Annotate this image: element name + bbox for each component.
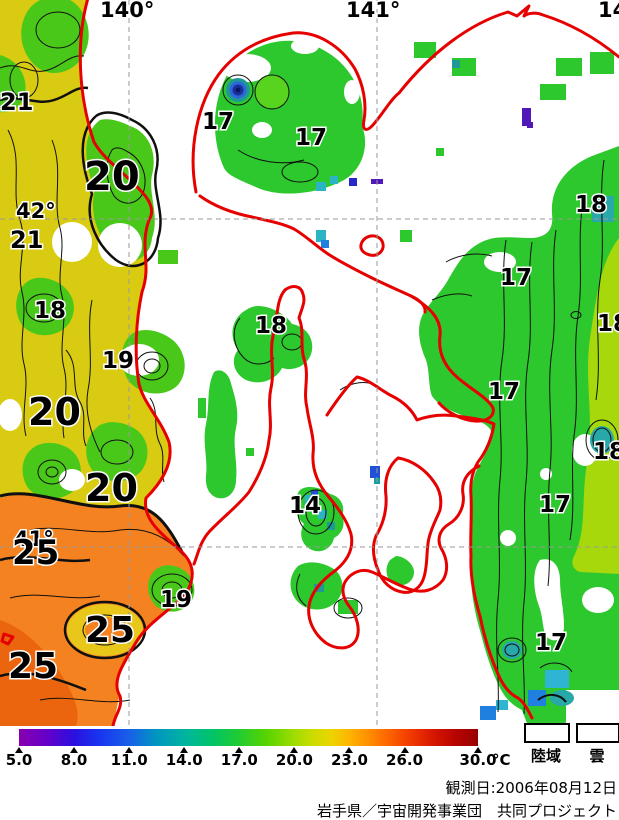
coast-hakodate-loop bbox=[359, 234, 385, 257]
colorbar-tick bbox=[180, 747, 189, 753]
temp-label: 17 bbox=[535, 630, 567, 656]
temperature-colorbar bbox=[19, 729, 478, 746]
temp-label: 20 bbox=[85, 466, 138, 510]
pacific-field bbox=[419, 146, 619, 726]
coast-tsugaru-west bbox=[192, 288, 287, 566]
temp-label: 18 bbox=[34, 298, 66, 324]
colorbar-tick bbox=[345, 747, 354, 753]
temp-label: 14 bbox=[289, 493, 321, 519]
contour-lines bbox=[0, 11, 619, 715]
colorbar-tick bbox=[474, 747, 482, 753]
temp-label: 18 bbox=[597, 311, 619, 337]
temp-label: 18 bbox=[575, 192, 607, 218]
temp-label: 17 bbox=[488, 379, 520, 405]
colorbar-tick-label: 5.0 bbox=[5, 751, 33, 769]
project-credit: 岩手県／宇宙開発事業団 共同プロジェクト bbox=[316, 802, 617, 820]
longitude-label: 140° bbox=[100, 0, 154, 22]
colorbar-tick bbox=[125, 747, 134, 753]
temp-label: 25 bbox=[12, 533, 59, 573]
temp-label: 18 bbox=[593, 439, 619, 465]
temp-label: 19 bbox=[102, 348, 134, 374]
colorbar-tick bbox=[15, 747, 23, 753]
temp-label: 25 bbox=[85, 610, 135, 651]
legend-cloud-box bbox=[576, 723, 619, 743]
colorbar-tick bbox=[400, 747, 409, 753]
colorbar-tick-label: 20.0 bbox=[275, 751, 313, 769]
sst-map-canvas: 140°141°142°42°41°2120211819202025192525… bbox=[0, 0, 619, 726]
graticule bbox=[0, 0, 619, 726]
temp-label: 18 bbox=[255, 313, 287, 339]
latitude-label: 41° bbox=[14, 527, 54, 551]
longitude-label: 141° bbox=[346, 0, 400, 22]
temp-label: 25 bbox=[8, 646, 58, 687]
colorbar-tick-label: 11.0 bbox=[110, 751, 148, 769]
temp-label: 17 bbox=[539, 492, 571, 518]
colorbar-tick-label: 30.0 bbox=[459, 751, 497, 769]
coast-tsugaru-east-mutsu bbox=[283, 285, 481, 650]
temp-label: 20 bbox=[84, 154, 140, 200]
colorbar-tick-label: 14.0 bbox=[165, 751, 203, 769]
legend-land-label: 陸域 bbox=[530, 747, 562, 765]
legend-cloud-label: 雲 bbox=[589, 747, 605, 765]
colorbar-tick-label: 26.0 bbox=[386, 751, 424, 769]
coastlines bbox=[0, 0, 619, 726]
colorbar-tick-label: 23.0 bbox=[330, 751, 368, 769]
colorbar-tick bbox=[70, 747, 79, 753]
coast-shimokita-blade bbox=[372, 456, 443, 594]
colorbar-tick bbox=[235, 747, 244, 753]
temp-label: 21 bbox=[0, 88, 33, 116]
temp-label: 17 bbox=[202, 109, 234, 135]
temp-label: 20 bbox=[28, 390, 81, 434]
legend-land-box bbox=[524, 723, 570, 743]
colorbar-tick-label: 8.0 bbox=[60, 751, 88, 769]
coast-shimokita bbox=[325, 375, 534, 720]
coast-esan bbox=[409, 294, 495, 423]
temp-label: 21 bbox=[10, 226, 43, 254]
sst-map: 140°141°142°42°41°2120211819202025192525… bbox=[0, 0, 619, 726]
colorbar-tick bbox=[290, 747, 299, 753]
coast-funka-south bbox=[198, 194, 427, 314]
funka-bay-field bbox=[214, 38, 383, 248]
temp-label: 19 bbox=[160, 587, 192, 613]
colorbar-tick-label: 17.0 bbox=[220, 751, 258, 769]
latitude-label: 42° bbox=[16, 199, 56, 223]
coast-honshu-west bbox=[78, 0, 194, 726]
coast-hokkaido-arc bbox=[397, 4, 619, 95]
temp-label: 17 bbox=[500, 265, 532, 291]
coast-islet bbox=[0, 632, 15, 646]
colorbar-unit: °C bbox=[492, 751, 511, 769]
observation-date: 観測日:2006年08月12日 bbox=[445, 779, 617, 797]
coast-funka-west bbox=[191, 31, 401, 194]
scattered-patches bbox=[400, 42, 614, 242]
temp-label: 17 bbox=[295, 125, 327, 151]
longitude-label: 142° bbox=[598, 0, 619, 22]
